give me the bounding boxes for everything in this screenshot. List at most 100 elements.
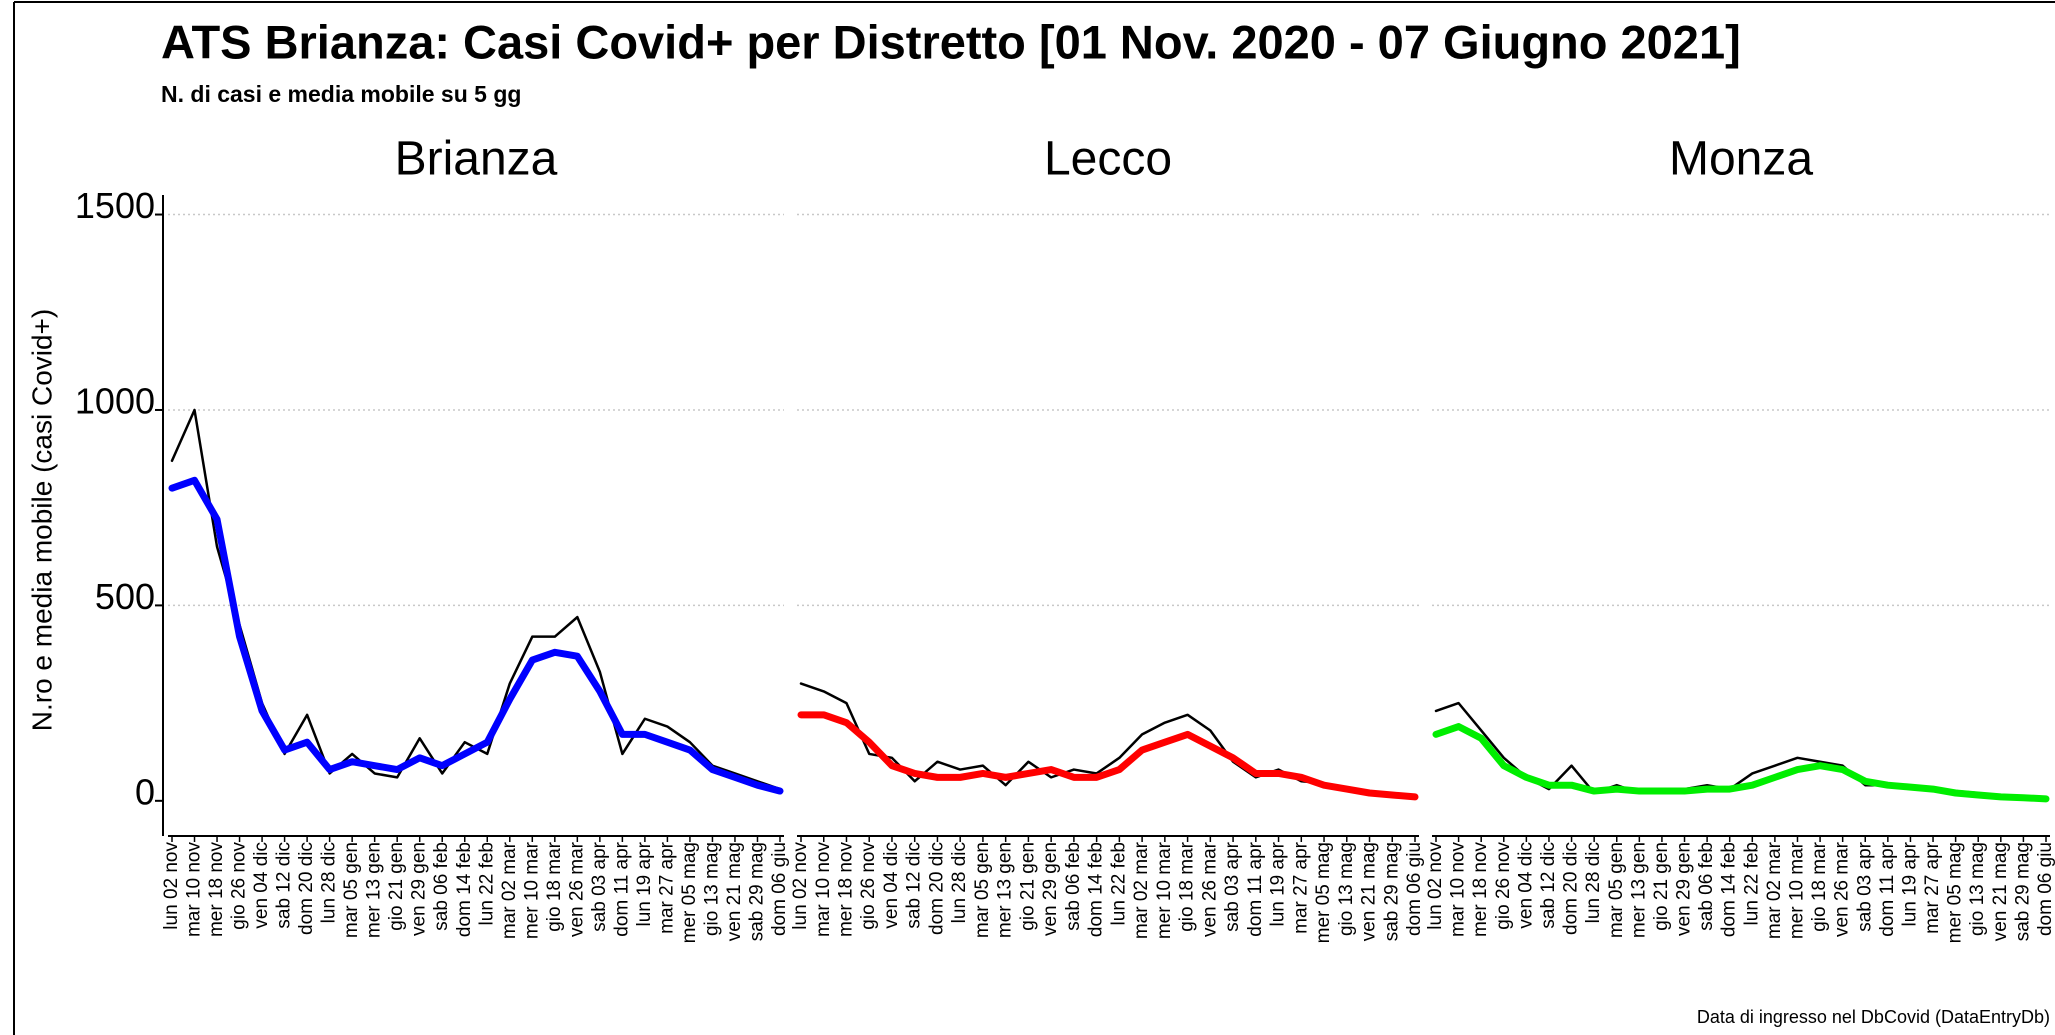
x-tick-label: dom 06 giu — [2035, 842, 2055, 936]
x-tick-label: mar 05 gen — [341, 842, 362, 938]
x-tick-label: lun 22 feb — [1741, 842, 1762, 925]
y-tick-label: 1000 — [75, 380, 155, 421]
x-tick-label: sab 12 dic — [904, 842, 925, 929]
moving-average-line — [797, 711, 1419, 801]
x-tick-label: gio 26 nov — [229, 842, 250, 930]
x-tick-label: mer 05 mag — [679, 842, 700, 943]
x-tick-label: sab 03 apr — [1854, 841, 1875, 931]
x-tick-label: ven 26 mar — [1832, 841, 1853, 937]
x-tick-label: sab 06 feb — [431, 842, 452, 931]
x-tick-label: lun 19 apr — [1899, 841, 1920, 926]
daily-line — [799, 682, 1417, 799]
x-tick-label: lun 19 apr — [634, 841, 655, 926]
x-tick-label: sab 03 apr — [1222, 841, 1243, 931]
x-tick-label: sab 12 dic — [1538, 842, 1559, 929]
x-tick-label: gio 26 nov — [1493, 842, 1514, 930]
x-tick-label: mar 27 apr — [1922, 841, 1943, 934]
x-tick-label: sab 29 mag — [1381, 842, 1402, 941]
x-tick-label: dom 11 apr — [1245, 841, 1266, 936]
x-tick-label: ven 04 dic — [251, 842, 272, 929]
y-tick-label: 500 — [95, 576, 155, 617]
x-tick-label: dom 06 giu — [1404, 842, 1425, 936]
x-tick-label: dom 06 giu — [769, 842, 790, 936]
x-tick-label: ven 21 mag — [1990, 842, 2011, 941]
panel-title: Lecco — [1044, 133, 1172, 186]
x-tick-label: sab 29 mag — [746, 842, 767, 941]
x-tick-label: mar 27 apr — [1290, 841, 1311, 934]
chart-title: ATS Brianza: Casi Covid+ per Distretto [… — [161, 15, 1741, 68]
daily-line — [170, 408, 782, 791]
x-tick-label: mar 05 gen — [972, 842, 993, 938]
y-tick-label: 1500 — [75, 185, 155, 226]
x-tick-label: gio 18 mar — [1809, 841, 1830, 931]
x-tick-label: dom 14 feb — [1086, 842, 1107, 937]
x-tick-label: lun 22 feb — [476, 842, 497, 925]
x-tick-label: mer 13 gen — [364, 842, 385, 938]
x-tick-label: sab 12 dic — [274, 842, 295, 929]
x-tick-label: mer 10 mar — [1786, 841, 1807, 939]
moving-average-line — [1432, 723, 2050, 803]
x-tick-label: gio 18 mar — [544, 841, 565, 931]
x-tick-label: dom 20 dic — [1561, 842, 1582, 935]
x-tick-label: gio 26 nov — [858, 842, 879, 930]
x-tick-label: dom 14 feb — [1719, 842, 1740, 937]
x-tick-label: mer 13 gen — [1628, 842, 1649, 938]
x-tick-label: mer 05 mag — [1945, 842, 1966, 943]
x-tick-label: gio 13 mag — [1967, 842, 1988, 936]
x-tick-label: gio 18 mar — [1177, 841, 1198, 931]
x-tick-label: mar 02 mar — [1764, 841, 1785, 939]
x-tick-label: mar 05 gen — [1606, 842, 1627, 938]
x-tick-label: ven 29 gen — [1674, 842, 1695, 936]
x-tick-label: ven 26 mar — [1199, 841, 1220, 937]
x-tick-label: lun 02 nov — [161, 842, 182, 930]
moving-average-line — [168, 476, 784, 795]
x-tick-label: mar 10 nov — [1448, 842, 1469, 938]
x-tick-label: mar 27 apr — [656, 841, 677, 934]
x-tick-label: mer 18 nov — [1470, 842, 1491, 938]
x-tick-label: mar 02 mar — [1131, 841, 1152, 939]
x-tick-label: sab 06 feb — [1063, 842, 1084, 931]
x-tick-label: mer 18 nov — [206, 842, 227, 938]
x-tick-label: dom 14 feb — [454, 842, 475, 937]
x-tick-label: mer 05 mag — [1313, 842, 1334, 943]
x-tick-label: ven 21 mag — [724, 842, 745, 941]
x-tick-label: gio 21 gen — [1017, 842, 1038, 931]
x-tick-label: ven 04 dic — [881, 842, 902, 929]
x-tick-label: sab 29 mag — [2012, 842, 2033, 941]
x-tick-label: dom 20 dic — [926, 842, 947, 935]
x-tick-label: ven 29 gen — [1040, 842, 1061, 936]
panel-title: Brianza — [395, 133, 558, 186]
x-tick-label: lun 22 feb — [1108, 842, 1129, 925]
x-tick-label: ven 29 gen — [409, 842, 430, 936]
x-tick-label: mar 02 mar — [499, 841, 520, 939]
chart-subtitle: N. di casi e media mobile su 5 gg — [161, 81, 521, 107]
x-tick-label: lun 28 dic — [319, 842, 340, 923]
x-tick-label: mar 10 nov — [184, 842, 205, 938]
x-tick-label: sab 03 apr — [589, 841, 610, 931]
x-tick-label: mer 18 nov — [835, 842, 856, 938]
x-tick-label: gio 13 mag — [1336, 842, 1357, 936]
y-axis-label: N.ro e media mobile (casi Covid+) — [26, 309, 57, 732]
x-tick-label: ven 04 dic — [1515, 842, 1536, 929]
x-tick-label: mer 10 mar — [1154, 841, 1175, 939]
x-tick-label: gio 21 gen — [386, 842, 407, 931]
x-tick-label: dom 11 apr — [1877, 841, 1898, 936]
x-tick-label: gio 21 gen — [1651, 842, 1672, 931]
x-tick-label: mer 13 gen — [995, 842, 1016, 938]
x-tick-label: sab 06 feb — [1696, 842, 1717, 931]
y-tick-label: 0 — [135, 771, 155, 812]
x-tick-label: ven 26 mar — [566, 841, 587, 937]
x-tick-label: dom 20 dic — [296, 842, 317, 935]
x-tick-label: mar 10 nov — [813, 842, 834, 938]
x-tick-label: ven 21 mag — [1359, 842, 1380, 941]
x-tick-label: gio 13 mag — [701, 842, 722, 936]
x-tick-label: lun 28 dic — [1583, 842, 1604, 923]
x-tick-label: lun 02 nov — [790, 842, 811, 930]
x-tick-label: dom 11 apr — [611, 841, 632, 936]
panel-title: Monza — [1669, 133, 1813, 186]
source-note: Data di ingresso nel DbCovid (DataEntryD… — [1697, 1007, 2050, 1027]
x-tick-label: lun 02 nov — [1425, 842, 1446, 930]
x-tick-label: lun 19 apr — [1268, 841, 1289, 926]
x-tick-label: lun 28 dic — [949, 842, 970, 923]
